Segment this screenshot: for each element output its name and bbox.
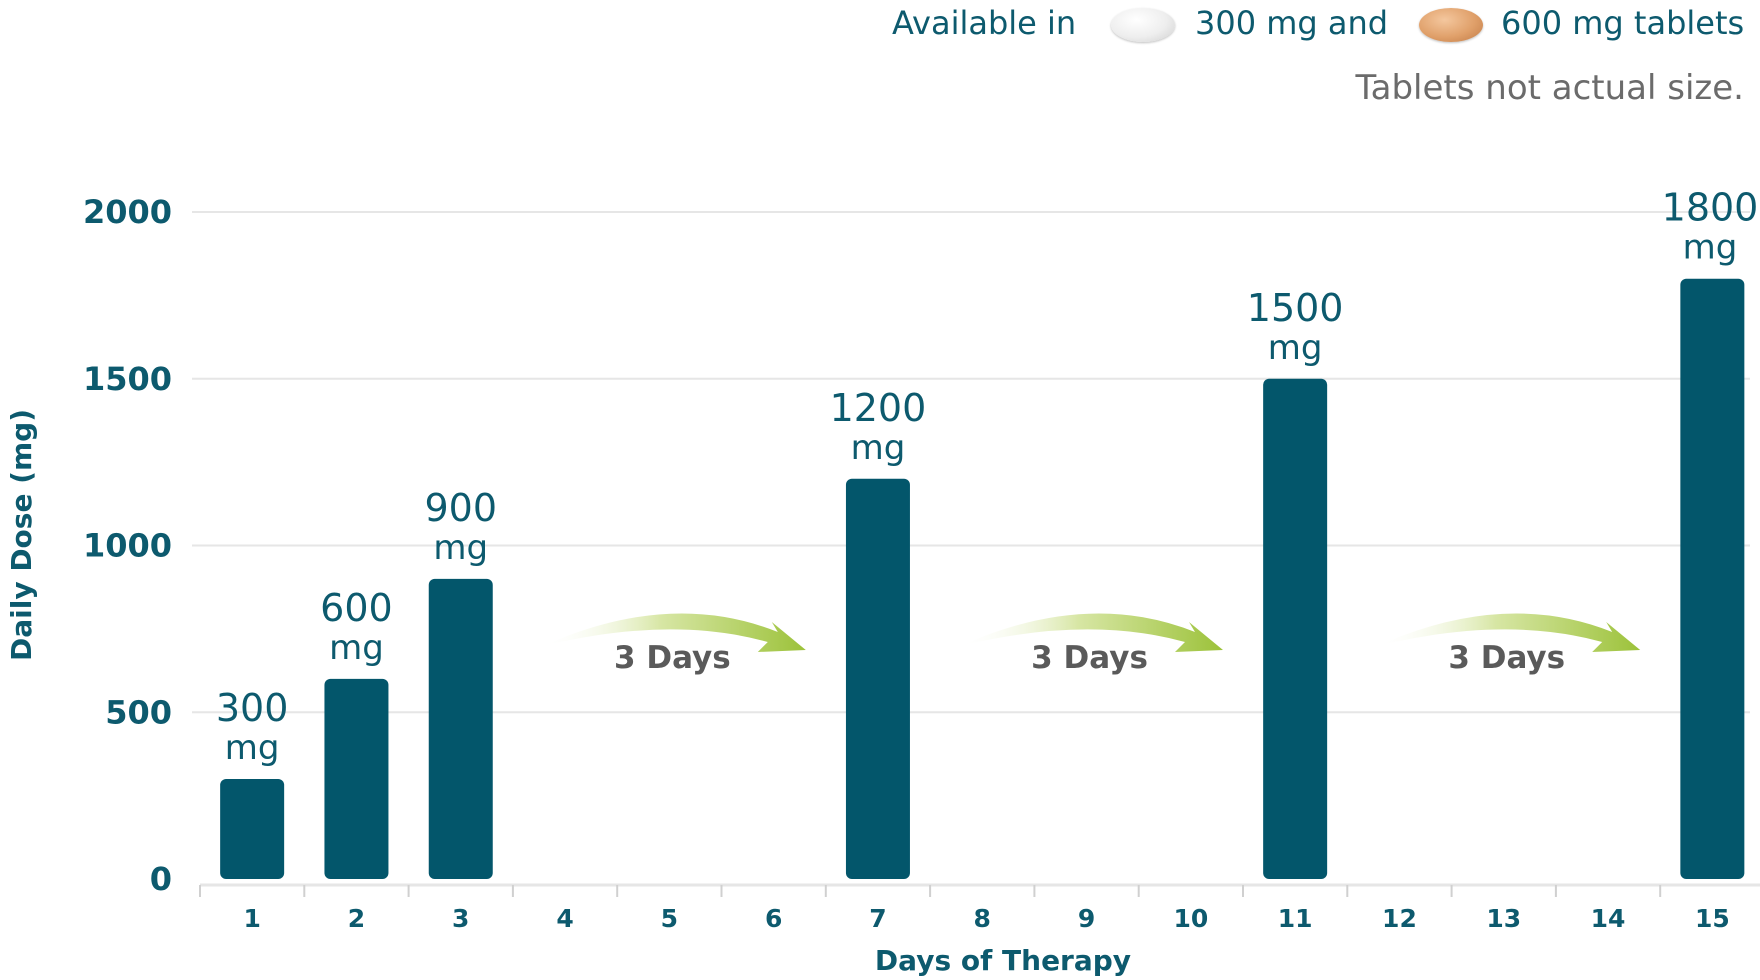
tablet-300mg-label: 300 mg and <box>1195 4 1389 42</box>
x-tick-label: 4 <box>556 904 573 933</box>
data-label-value: 1200 <box>830 386 927 430</box>
data-label-value: 900 <box>424 486 497 530</box>
x-axis: 1 2 3 4 5 6 7 8 9 10 11 12 13 14 15 <box>199 883 1760 933</box>
interval-label: 3 Days <box>1031 640 1148 676</box>
y-axis-ticks: 0 500 1000 1500 2000 <box>83 193 172 898</box>
data-label-unit: mg <box>851 428 906 468</box>
x-tick-label: 13 <box>1486 904 1521 933</box>
tablet-600mg-label: 600 mg tablets <box>1501 4 1745 42</box>
arrow-right-icon <box>1377 613 1641 652</box>
data-label-value: 300 <box>216 686 289 730</box>
x-tick-label: 10 <box>1173 904 1208 933</box>
y-tick-label: 1000 <box>83 527 172 565</box>
data-label-unit: mg <box>1268 328 1323 368</box>
gridlines <box>192 211 1750 714</box>
interval-arrows: 3 Days 3 Days 3 Days <box>542 613 1641 676</box>
x-tick-label: 8 <box>974 904 991 933</box>
arrow-right-icon <box>960 613 1223 652</box>
y-tick-label: 1500 <box>83 360 172 398</box>
bar-day-2 <box>324 678 389 879</box>
bar-day-3 <box>428 578 493 879</box>
data-label-value: 1500 <box>1247 286 1344 330</box>
y-tick-label: 2000 <box>83 193 172 231</box>
x-tick-label: 12 <box>1382 904 1417 933</box>
availability-prefix: Available in <box>892 4 1077 42</box>
arrow-right-icon <box>542 613 806 652</box>
tablet-600mg-icon <box>1419 8 1483 42</box>
bar-day-7 <box>845 478 910 879</box>
x-tick-label: 11 <box>1278 904 1313 933</box>
x-tick-label: 1 <box>243 904 260 933</box>
data-label-unit: mg <box>225 728 280 768</box>
x-tick-label: 15 <box>1695 904 1730 933</box>
bar-day-1 <box>220 778 285 879</box>
x-tick-label: 9 <box>1078 904 1095 933</box>
interval-label: 3 Days <box>614 640 731 676</box>
interval-label: 3 Days <box>1448 640 1565 676</box>
bar-day-15 <box>1680 278 1745 879</box>
x-axis-title: Days of Therapy <box>875 944 1131 977</box>
data-label-unit: mg <box>433 528 488 568</box>
y-tick-label: 500 <box>105 693 172 731</box>
x-tick-label: 14 <box>1591 904 1626 933</box>
tablet-size-note: Tablets not actual size. <box>1355 68 1745 108</box>
data-label-value: 600 <box>320 586 393 630</box>
data-label-unit: mg <box>329 628 384 668</box>
x-tick-label: 5 <box>661 904 678 933</box>
tablet-300mg-icon <box>1111 8 1175 42</box>
x-tick-label: 2 <box>348 904 365 933</box>
x-tick-label: 6 <box>765 904 782 933</box>
bars <box>220 278 1745 879</box>
y-axis-title: Daily Dose (mg) <box>5 409 38 661</box>
data-label-value: 1800 <box>1662 186 1759 230</box>
y-tick-label: 0 <box>150 860 172 898</box>
bar-day-11 <box>1263 378 1328 879</box>
x-tick-label: 7 <box>869 904 886 933</box>
x-tick-label: 3 <box>452 904 469 933</box>
data-label-unit: mg <box>1683 228 1738 268</box>
